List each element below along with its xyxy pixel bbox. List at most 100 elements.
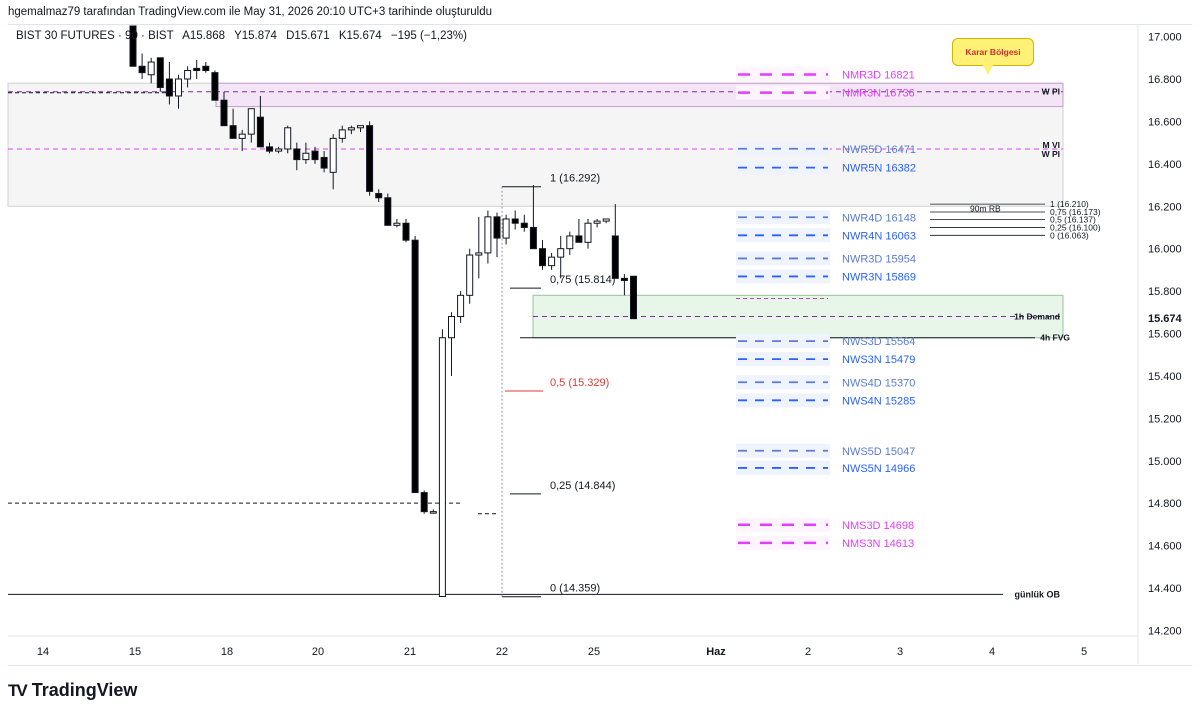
candle-body-0: [129, 25, 137, 67]
candle-body-55: [630, 275, 637, 320]
level-label-nws4d-15370: NWS4D 15370: [842, 377, 915, 389]
change-value: −195 (−1,23%): [390, 30, 467, 42]
candle-body-43: [520, 222, 528, 228]
price-tick-16.400: 16.400: [1148, 159, 1182, 171]
tradingview-brand[interactable]: TV TradingView: [8, 680, 137, 701]
level-box-nwr5d-16471: [736, 141, 830, 156]
candle-body-12: [238, 133, 246, 139]
price-tick-15.000: 15.000: [1148, 456, 1182, 468]
candle-body-38: [475, 252, 483, 256]
candle-body-49: [575, 235, 583, 243]
price-tick-14.400: 14.400: [1148, 583, 1182, 595]
level-box-nwr4n-16063: [736, 228, 830, 243]
high-value: Y15.874: [234, 30, 277, 42]
symbol-name[interactable]: BIST 30 FUTURES · 90 · BIST: [16, 30, 174, 42]
candle-body-10: [220, 99, 228, 127]
candle-body-11: [229, 125, 237, 139]
candle-body-54: [620, 277, 628, 281]
candle-body-48: [566, 235, 574, 250]
time-tick-1: 15: [129, 646, 141, 658]
level-box-nws5n-14966: [736, 460, 830, 475]
candle-body-26: [366, 125, 374, 192]
candle-body-22: [329, 137, 337, 173]
tradingview-logo-icon: TV: [8, 680, 28, 700]
karar-bolgesi-callout[interactable]: Karar Bölgesi: [952, 38, 1034, 66]
level-label-nwr5n-16382: NWR5N 16382: [842, 163, 916, 175]
candle-body-53: [611, 235, 619, 279]
candle-body-21: [320, 156, 328, 169]
candle-body-42: [511, 218, 519, 224]
candle-body-20: [311, 150, 319, 161]
time-tick-0: 14: [37, 646, 49, 658]
time-tick-9: 3: [897, 646, 903, 658]
level-box-nwr5n-16382: [736, 160, 830, 175]
time-tick-5: 22: [496, 646, 508, 658]
brand-name: TradingView: [31, 680, 138, 700]
time-tick-3: 20: [312, 646, 324, 658]
callout-tail: [982, 63, 994, 75]
open-value: A15.868: [182, 30, 226, 42]
candle-body-23: [338, 129, 346, 139]
time-tick-2: 18: [221, 646, 233, 658]
candle-body-44: [529, 226, 537, 250]
candle-body-7: [193, 67, 201, 72]
fib-label-3: 0,25 (14.844): [550, 480, 615, 492]
candle-body-30: [402, 222, 410, 241]
price-tick-16.200: 16.200: [1148, 201, 1182, 213]
candle-body-34: [438, 337, 446, 597]
candle-body-50: [584, 222, 592, 243]
level-label-nwr4n-16063: NWR4N 16063: [842, 230, 916, 242]
chart-frame: [8, 24, 1192, 666]
weekly-pivot-zone: [215, 82, 1064, 108]
candle-body-39: [484, 216, 492, 254]
zone-label-fvg: 4h FVG: [1040, 333, 1070, 343]
price-tick-16.800: 16.800: [1148, 74, 1182, 86]
level-label-nwr3n-15869: NWR3N 15869: [842, 271, 916, 283]
time-tick-8: 2: [805, 646, 811, 658]
candle-body-16: [275, 148, 283, 152]
zone-label-mvi: M VI: [1043, 140, 1060, 150]
level-box-nws4d-15370: [736, 375, 830, 390]
level-box-nws5d-15047: [736, 443, 830, 458]
level-label-nws5d-15047: NWS5D 15047: [842, 446, 915, 458]
level-box-nwr3d-15954: [736, 251, 830, 266]
candle-body-14: [256, 116, 264, 148]
level-label-nmr3n-16736: NMR3N 16736: [842, 88, 915, 100]
candle-body-18: [293, 148, 301, 161]
level-box-nwr3n-15869: [736, 269, 830, 284]
candle-body-36: [457, 294, 465, 318]
time-tick-4: 21: [404, 646, 416, 658]
level-label-nwr5d-16471: NWR5D 16471: [842, 144, 916, 156]
candle-body-4: [165, 78, 173, 97]
rb-label-4: 0 (16.063): [1050, 230, 1089, 240]
symbol-legend: BIST 30 FUTURES · 90 · BIST A15.868 Y15.…: [16, 30, 473, 42]
candle-body-6: [184, 70, 192, 80]
level-box-nwr4d-16148: [736, 210, 830, 225]
price-tick-15.600: 15.600: [1148, 329, 1182, 341]
candle-body-25: [357, 125, 364, 129]
time-tick-6: 25: [588, 646, 600, 658]
candle-body-13: [247, 108, 255, 135]
level-label-nwr3d-15954: NWR3D 15954: [842, 253, 916, 265]
price-tick-15.200: 15.200: [1148, 413, 1182, 425]
fib-label-4: 0 (14.359): [550, 583, 600, 595]
candle-body-9: [211, 72, 219, 101]
level-label-nws3d-15564: NWS3D 15564: [842, 336, 915, 348]
candle-body-15: [266, 146, 273, 152]
fib-label-1: 0,75 (15.814): [550, 274, 615, 286]
time-tick-11: 5: [1081, 646, 1087, 658]
candle-body-45: [539, 248, 546, 267]
price-tick-14.200: 14.200: [1148, 625, 1182, 637]
price-tick-16.000: 16.000: [1148, 244, 1182, 256]
candle-body-3: [156, 57, 164, 88]
candle-body-28: [384, 197, 392, 226]
candle-body-35: [448, 316, 455, 339]
candle-body-17: [284, 127, 292, 150]
price-tick-15.800: 15.800: [1148, 286, 1182, 298]
level-label-nmr3d-16821: NMR3D 16821: [842, 70, 915, 82]
time-tick-10: 4: [989, 646, 995, 658]
level-label-nws4n-15285: NWS4N 15285: [842, 395, 915, 407]
rb-name: 90m RB: [970, 203, 1001, 213]
zone-label-demand: 1h Demand: [1014, 312, 1060, 322]
